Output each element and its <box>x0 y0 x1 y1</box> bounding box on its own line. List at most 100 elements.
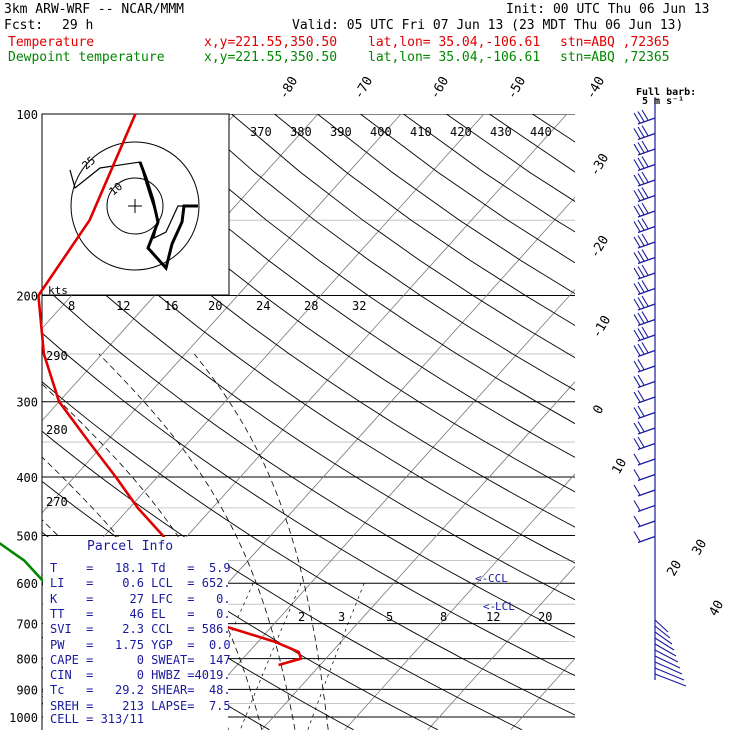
mixing-ratio-label: 12 <box>486 610 500 624</box>
isotherm-label: -60 <box>427 74 452 102</box>
mixing-ratio-label: 8 <box>440 610 447 624</box>
pressure-label: 900 <box>16 683 38 697</box>
pressure-label: 500 <box>16 529 38 543</box>
wind-speed-label: 20 <box>208 299 222 313</box>
parcel-info-row: T = 18.1 Td = 5.9 <box>50 561 231 575</box>
dry-adiabat <box>188 114 575 391</box>
wind-barb <box>654 667 685 681</box>
wind-speed-label: 32 <box>352 299 366 313</box>
wind-barb <box>654 625 671 639</box>
wind-barb <box>633 233 656 249</box>
legend-temperature-latlon: lat,lon= 35.04,-106.61 <box>368 35 541 50</box>
mixing-ratio-label: 20 <box>538 610 552 624</box>
isotherm-label: -70 <box>351 74 376 102</box>
init-time: Init: 00 UTC Thu 06 Jun 13 <box>506 2 710 17</box>
isotherm-label: -80 <box>276 74 301 102</box>
hodograph-trace-thin <box>69 161 198 240</box>
hodograph: 25 10 kts <box>41 113 230 297</box>
dry-adiabat <box>42 283 575 638</box>
dry-adiabat <box>59 114 575 493</box>
mixing-ratio-line <box>239 583 302 730</box>
theta-label: 420 <box>450 125 472 139</box>
wind-barb <box>633 280 656 296</box>
hodograph-ring-outer <box>70 141 200 271</box>
isotherm-line <box>344 473 575 730</box>
wind-barb <box>633 140 656 156</box>
parcel-info-row: LI = 0.6 LCL = 652. <box>50 576 231 591</box>
wind-barb <box>654 637 675 651</box>
wind-barb <box>633 374 656 389</box>
isotherm-label: 0 <box>590 403 607 417</box>
legend-temperature: Temperature <box>8 35 95 50</box>
parcel-info-row: CAPE = 0 SWEAT= 147 <box>50 652 231 667</box>
theta-label: 440 <box>530 125 552 139</box>
dry-adiabat <box>42 188 575 564</box>
dry-adiabat <box>360 114 575 264</box>
dry-adiabat <box>532 114 575 143</box>
pressure-label: 300 <box>16 396 38 410</box>
wind-barb <box>633 264 656 280</box>
legend-dewpoint-xy: x,y=221.55,350.50 <box>204 50 338 65</box>
mixing-ratio-label: 5 <box>386 610 393 624</box>
isotherm-label: 20 <box>664 558 685 579</box>
theta-label: 410 <box>410 125 432 139</box>
wind-speed-label: 12 <box>116 299 130 313</box>
wind-barb <box>633 249 656 265</box>
isotherm-line <box>42 114 402 514</box>
mixing-ratio-label: 2 <box>298 610 305 624</box>
isotherm-line <box>510 657 575 730</box>
parcel-cell: CELL = 313/11 <box>50 712 144 726</box>
hodograph-trace <box>138 161 198 272</box>
barb-legend-title: Full barb: <box>636 87 696 98</box>
wind-barb <box>633 359 656 373</box>
dry-adiabat <box>489 114 575 173</box>
dry-adiabat <box>102 114 575 458</box>
wind-speed-label: 8 <box>68 299 75 313</box>
pressure-label: 800 <box>16 653 38 667</box>
wind-barb <box>654 655 681 669</box>
wind-barb-legend: Full barb: 5 m s⁻¹ <box>636 87 696 107</box>
ccl-marker: CCL <box>488 572 508 585</box>
svg-text:<-: <- <box>475 572 488 585</box>
wind-barb <box>633 342 656 358</box>
parcel-info-row: TT = 46 EL = 0. <box>50 606 231 621</box>
mixing-ratio-label: 3 <box>338 610 345 624</box>
wind-barbs <box>633 97 687 687</box>
wind-barb <box>633 390 656 404</box>
parcel-info-row: SVI = 2.3 CCL = 586. <box>50 622 231 637</box>
pressure-label: 600 <box>16 577 38 591</box>
wind-barb <box>633 187 656 203</box>
wind-barb <box>633 515 656 528</box>
legend-temperature-station: stn=ABQ ,72365 <box>560 35 670 50</box>
mixing-ratio-line <box>307 583 365 730</box>
wind-barb <box>654 619 669 633</box>
pressure-label: 100 <box>16 108 38 122</box>
forecast-label: Fcst: <box>4 18 44 33</box>
isotherm-line <box>427 565 575 730</box>
parcel-info-box: Parcel Info T = 18.1 Td = 5.9 LI = 0.6 LC… <box>43 537 231 730</box>
isotherm-label: 30 <box>689 537 710 558</box>
wind-barb <box>633 453 656 466</box>
wind-barb <box>633 436 656 451</box>
pressure-label: 1000 <box>9 711 38 725</box>
parcel-info-row: PW = 1.75 YGP = 0.0 <box>50 637 231 652</box>
wind-barb <box>633 171 656 187</box>
wind-barb <box>633 469 656 482</box>
barb-legend-unit: 5 m s⁻¹ <box>642 96 684 107</box>
dry-adiabat <box>42 235 575 601</box>
forecast-hour: 29 h <box>62 18 94 33</box>
wind-barb <box>633 500 656 513</box>
hodograph-ring-inner <box>106 177 164 235</box>
pressure-label: 400 <box>16 471 38 485</box>
dry-adiabat <box>42 430 523 730</box>
wind-barb <box>633 202 656 218</box>
parcel-info-row: SREH = 213 LAPSE= 7.5 <box>50 698 231 713</box>
wind-speed-label: 24 <box>256 299 270 313</box>
parcel-info-row: CIN = 0 HWBZ =4019. <box>50 668 231 683</box>
legend-dewpoint: Dewpoint temperature <box>8 50 165 65</box>
theta-label: 430 <box>490 125 512 139</box>
dry-adiabat <box>42 140 575 528</box>
hodograph-kts-label: kts <box>48 284 68 297</box>
svg-text:<-: <- <box>483 600 496 613</box>
isotherm-line <box>594 114 740 730</box>
